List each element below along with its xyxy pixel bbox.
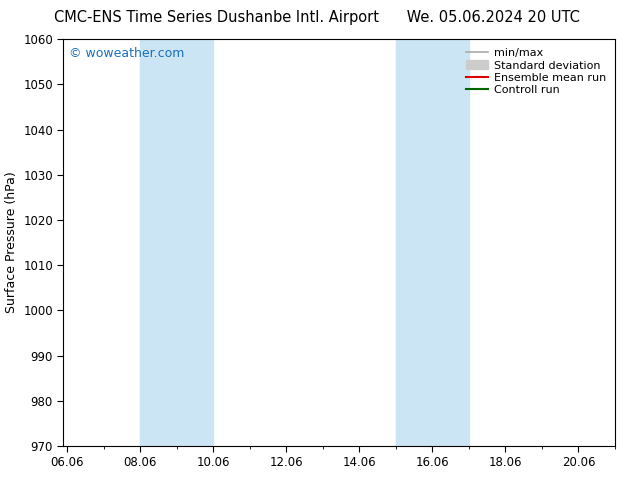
Y-axis label: Surface Pressure (hPa): Surface Pressure (hPa) xyxy=(4,172,18,314)
Text: CMC-ENS Time Series Dushanbe Intl. Airport      We. 05.06.2024 20 UTC: CMC-ENS Time Series Dushanbe Intl. Airpo… xyxy=(54,10,580,25)
Bar xyxy=(396,39,469,446)
Bar xyxy=(140,39,213,446)
Legend: min/max, Standard deviation, Ensemble mean run, Controll run: min/max, Standard deviation, Ensemble me… xyxy=(463,45,609,98)
Text: © woweather.com: © woweather.com xyxy=(69,48,184,60)
